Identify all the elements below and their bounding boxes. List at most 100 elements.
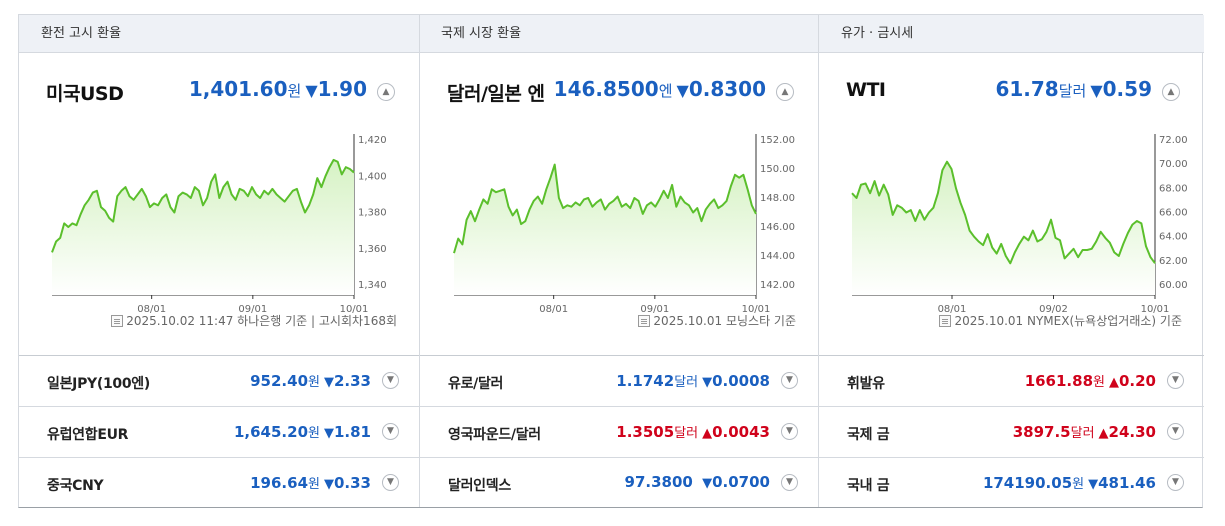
price-chart: 152.00 150.00 148.00 146.00 144.00 142.00 08/0… [420, 115, 819, 315]
item-name: 국내 금 [847, 478, 890, 494]
chevron-down-icon[interactable]: ▼ [1167, 372, 1184, 389]
down-arrow-icon: ▼ [702, 375, 713, 390]
item-name: 휘발유 [847, 376, 885, 392]
x-tick-label: 10/01 [1141, 304, 1170, 315]
chevron-down-icon[interactable]: ▼ [382, 474, 399, 491]
x-tick-label: 08/01 [539, 304, 568, 315]
chart-source: 2025.10.01 모닝스타 기준 [638, 312, 796, 329]
item-name: 유럽연합EUR [47, 427, 129, 443]
main-quote-name[interactable]: 달러/일본 엔 [447, 83, 545, 105]
chevron-down-icon[interactable]: ▼ [781, 372, 798, 389]
down-arrow-icon: ▼ [1090, 81, 1103, 100]
main-quote-name[interactable]: WTI [846, 79, 886, 101]
item-value: 1661.88원 ▲0.20 [1025, 371, 1156, 390]
chart-svg: 1,420 1,400 1,380 1,360 1,340 08/01 09/01 10/01 [51, 134, 387, 315]
document-icon [111, 315, 124, 327]
x-tick-label: 10/01 [340, 304, 369, 315]
chart-source: 2025.10.01 NYMEX(뉴욕상업거래소) 기준 [939, 312, 1182, 329]
y-tick-label: 66.00 [1159, 208, 1188, 219]
x-tick-label: 09/01 [238, 304, 267, 315]
chevron-down-icon[interactable]: ▼ [382, 423, 399, 440]
column-header[interactable]: 유가 · 금시세 [819, 15, 1204, 53]
chevron-up-icon[interactable]: ▲ [377, 83, 395, 101]
international-rate-column: 국제 시장 환율 달러/일본 엔 146.8500엔 ▼0.8300 ▲ 152.… [419, 15, 818, 507]
list-item[interactable]: 영국파운드/달러 1.3505달러 ▲0.0043 ▼ [420, 407, 818, 458]
y-tick-label: 1,400 [358, 171, 387, 182]
item-change: 0.0700 [712, 473, 770, 491]
down-arrow-icon: ▼ [323, 426, 334, 441]
chevron-down-icon[interactable]: ▼ [781, 423, 798, 440]
item-change: 0.20 [1118, 372, 1156, 390]
chevron-down-icon[interactable]: ▼ [781, 474, 798, 491]
down-arrow-icon: ▼ [305, 81, 318, 100]
item-price: 196.64 [250, 474, 309, 492]
quote-change: 0.8300 [688, 77, 766, 101]
y-tick-label: 152.00 [760, 135, 795, 146]
main-quote-row[interactable]: WTI 61.78달러 ▼0.59 ▲ [819, 75, 1204, 105]
y-tick-label: 1,340 [358, 280, 387, 291]
item-name: 달러인덱스 [448, 478, 511, 494]
y-tick-label: 72.00 [1159, 135, 1188, 146]
main-quote-row[interactable]: 미국USD 1,401.60원 ▼1.90 ▲ [19, 75, 419, 105]
quote-change: 1.90 [317, 77, 367, 101]
list-item[interactable]: 유로/달러 1.1742달러 ▼0.0008 ▼ [420, 356, 818, 407]
chevron-down-icon[interactable]: ▼ [1167, 474, 1184, 491]
item-unit: 원 [1072, 477, 1085, 492]
list-item[interactable]: 휘발유 1661.88원 ▲0.20 ▼ [819, 356, 1204, 407]
item-change: 0.0043 [712, 423, 770, 441]
item-price: 1,645.20 [233, 423, 309, 441]
item-name: 유로/달러 [448, 376, 504, 392]
source-text: 2025.10.01 NYMEX(뉴욕상업거래소) 기준 [954, 314, 1182, 328]
y-tick-label: 1,360 [358, 244, 387, 255]
y-tick-label: 68.00 [1159, 183, 1188, 194]
source-text: 2025.10.02 11:47 하나은행 기준 | 고시회차168회 [126, 314, 397, 328]
chevron-up-icon[interactable]: ▲ [776, 83, 794, 101]
item-price: 97.3800 [624, 473, 693, 491]
series-area [52, 159, 354, 295]
item-name: 국제 금 [847, 427, 890, 443]
x-tick-label: 08/01 [938, 304, 967, 315]
list-item[interactable]: 국내 금 174190.05원 ▼481.46 ▼ [819, 458, 1204, 509]
market-rates-board: 환전 고시 환율 미국USD 1,401.60원 ▼1.90 ▲ 1,420 1,4… [18, 14, 1204, 509]
main-quote-value: 61.78달러 ▼0.59 [995, 77, 1152, 101]
column-header[interactable]: 국제 시장 환율 [420, 15, 818, 53]
item-unit: 달러 [674, 426, 699, 441]
item-price: 1661.88 [1024, 372, 1094, 390]
main-quote-value: 146.8500엔 ▼0.8300 [554, 77, 766, 101]
list-item[interactable]: 중국CNY 196.64원 ▼0.33 ▼ [19, 458, 419, 509]
chevron-down-icon[interactable]: ▼ [1167, 423, 1184, 440]
exchange-rate-column: 환전 고시 환율 미국USD 1,401.60원 ▼1.90 ▲ 1,420 1,4… [19, 15, 419, 507]
x-tick-label: 10/01 [742, 304, 771, 315]
item-price: 3897.5 [1012, 423, 1071, 441]
series-area [454, 164, 756, 295]
up-arrow-icon: ▲ [702, 426, 713, 441]
item-change: 0.33 [333, 474, 371, 492]
list-item[interactable]: 유럽연합EUR 1,645.20원 ▼1.81 ▼ [19, 407, 419, 458]
source-text: 2025.10.01 모닝스타 기준 [653, 314, 796, 328]
chevron-up-icon[interactable]: ▲ [1162, 83, 1180, 101]
main-quote-row[interactable]: 달러/일본 엔 146.8500엔 ▼0.8300 ▲ [420, 75, 818, 105]
y-tick-label: 64.00 [1159, 232, 1188, 243]
main-quote-name[interactable]: 미국USD [46, 83, 124, 105]
list-item[interactable]: 달러인덱스 97.3800 ▼0.0700 ▼ [420, 458, 818, 509]
down-arrow-icon: ▼ [676, 81, 689, 100]
x-tick-label: 09/02 [1039, 304, 1068, 315]
y-tick-label: 1,380 [358, 208, 387, 219]
y-tick-label: 70.00 [1159, 159, 1188, 170]
column-header[interactable]: 환전 고시 환율 [19, 15, 419, 53]
list-item[interactable]: 국제 금 3897.5달러 ▲24.30 ▼ [819, 407, 1204, 458]
item-price: 174190.05 [982, 474, 1073, 492]
quote-unit: 엔 [658, 82, 673, 100]
up-arrow-icon: ▲ [1108, 375, 1119, 390]
item-value: 952.40원 ▼2.33 [250, 371, 371, 390]
quote-value: 1,401.60 [188, 77, 288, 101]
quote-value: 146.8500 [553, 77, 659, 101]
document-icon [638, 315, 651, 327]
item-change: 0.0008 [712, 372, 770, 390]
list-item[interactable]: 일본JPY(100엔) 952.40원 ▼2.33 ▼ [19, 356, 419, 407]
chevron-down-icon[interactable]: ▼ [382, 372, 399, 389]
item-value: 196.64원 ▼0.33 [250, 473, 371, 492]
y-tick-label: 60.00 [1159, 280, 1188, 291]
down-arrow-icon: ▼ [323, 375, 334, 390]
item-unit: 달러 [1070, 426, 1095, 441]
